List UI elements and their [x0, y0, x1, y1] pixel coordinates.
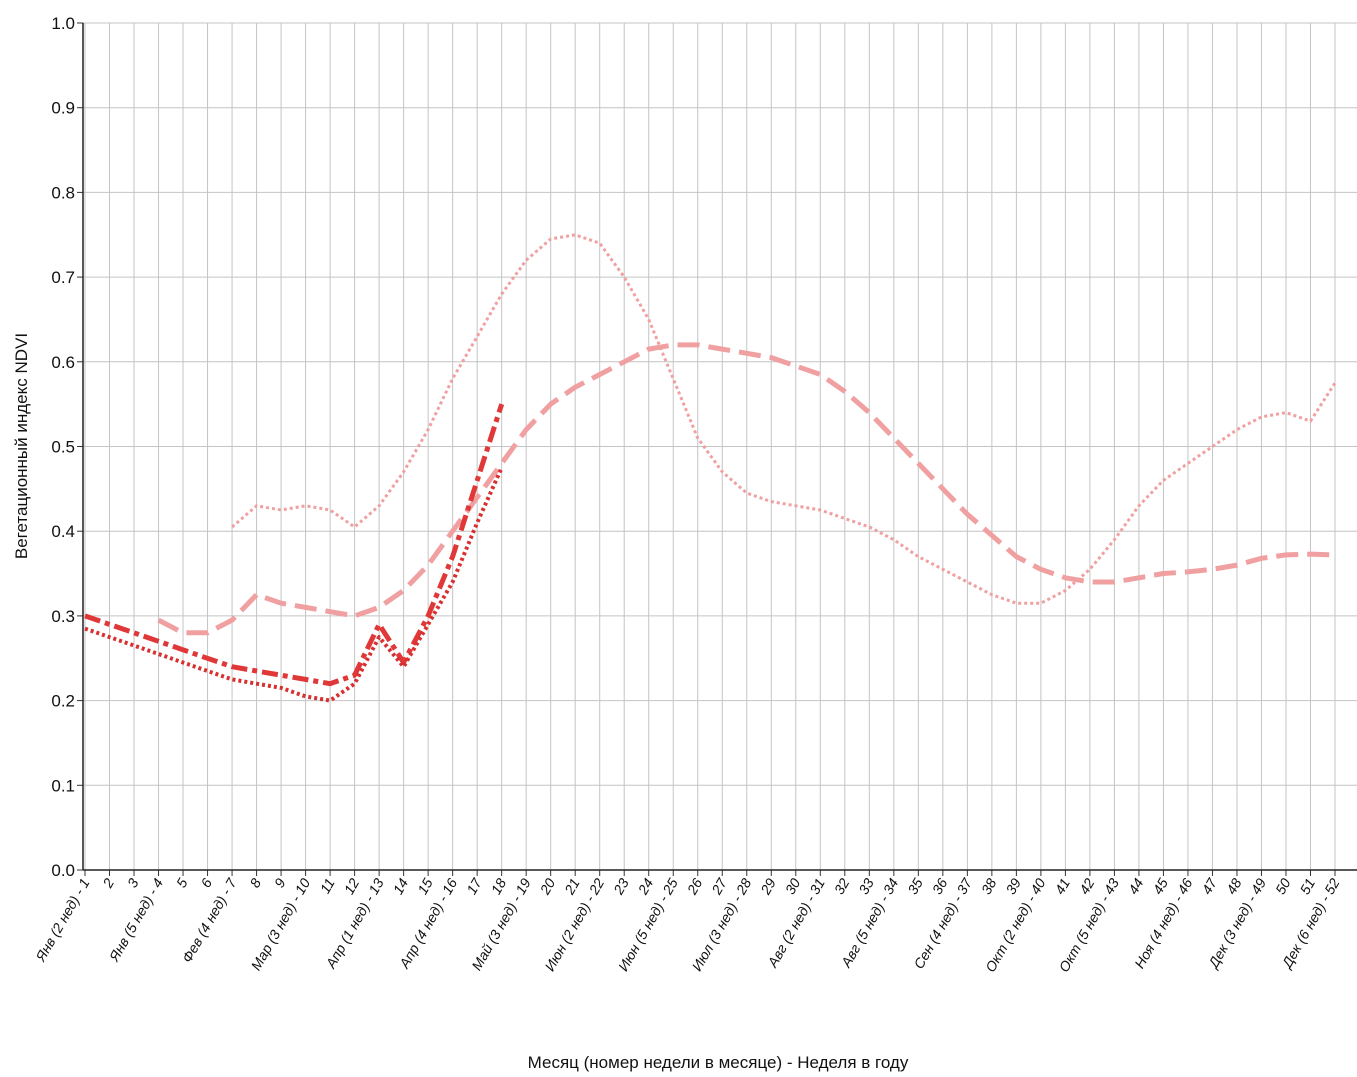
y-tick-label: 0.8 — [51, 183, 75, 202]
x-axis-title: Месяц (номер недели в месяце) - Неделя в… — [528, 1053, 909, 1072]
y-tick-label: 0.6 — [51, 353, 75, 372]
x-tick-label: 12 — [341, 875, 363, 897]
x-tick-label: 36 — [929, 875, 951, 897]
x-tick-label: 11 — [317, 876, 338, 897]
y-axis-title: Вегетационный индекс NDVI — [12, 333, 31, 559]
x-tick-label: 33 — [855, 875, 877, 897]
x-tick-label: 21 — [561, 876, 583, 898]
x-tick-label: 20 — [536, 875, 558, 898]
x-tick-label: 32 — [831, 875, 853, 897]
y-tick-label: 0.4 — [51, 522, 75, 541]
x-tick-label: 39 — [1002, 875, 1024, 897]
y-tick-label: 0.2 — [51, 692, 75, 711]
grid — [83, 22, 1357, 871]
y-tick-label: 0.1 — [51, 776, 75, 795]
series-lines — [84, 233, 1337, 703]
x-tick-label: 50 — [1272, 875, 1294, 897]
x-tick-label: 45 — [1149, 875, 1171, 897]
x-tick-label: 51 — [1296, 876, 1318, 897]
x-tick-label: 38 — [978, 875, 1000, 897]
x-tick-label: 44 — [1125, 875, 1147, 897]
x-tick-label: 26 — [683, 875, 705, 898]
x-tick-label: 29 — [757, 875, 779, 898]
x-tick-label: 15 — [414, 875, 436, 897]
y-tick-label: 0.7 — [51, 268, 75, 287]
x-tick-label: 42 — [1076, 875, 1098, 897]
y-tick-label: 0.5 — [51, 438, 75, 457]
x-tick-label: 35 — [904, 875, 926, 897]
y-tick-label: 0.9 — [51, 99, 75, 118]
y-tick-label: 1.0 — [51, 14, 75, 33]
y-axis-ticks: 0.0 0.1 0.2 0.3 0.4 0.5 0.6 0.7 0.8 0.9 1.0 — [51, 14, 83, 880]
x-tick-label: 48 — [1223, 875, 1245, 897]
series-line-1 — [231, 233, 1337, 605]
y-tick-label: 0.3 — [51, 607, 75, 626]
x-tick-label: 14 — [390, 875, 412, 897]
x-tick-label: 23 — [610, 875, 632, 898]
y-tick-label: 0.0 — [51, 861, 75, 880]
x-tick-label: 30 — [782, 875, 804, 897]
x-tick-label: 18 — [488, 875, 510, 897]
axes — [82, 23, 1357, 871]
series-line-2 — [157, 342, 1336, 636]
x-tick-label: 41 — [1051, 876, 1073, 897]
series-line-3 — [84, 403, 505, 687]
x-tick-label: 24 — [634, 875, 656, 898]
series-line-4 — [84, 466, 504, 703]
